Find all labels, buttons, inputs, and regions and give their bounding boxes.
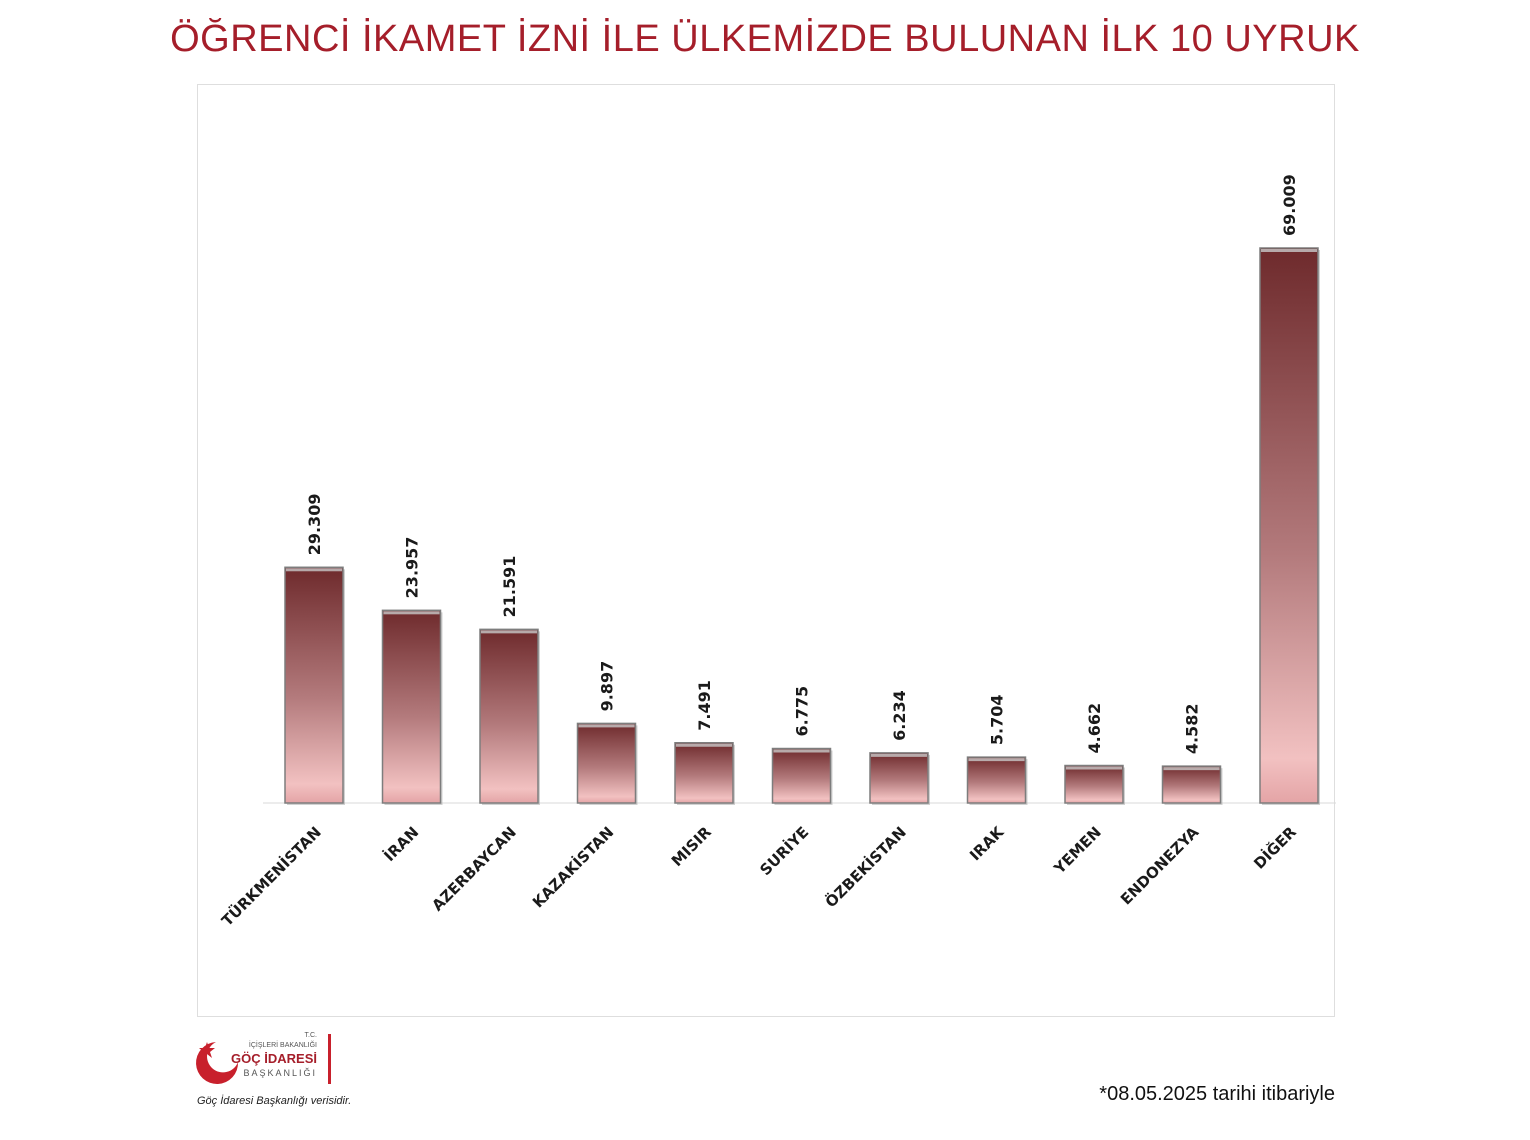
- value-label: 23.957: [403, 537, 422, 599]
- bar-bevel: [1163, 767, 1220, 771]
- source-note: Göç İdaresi Başkanlığı verisidir.: [197, 1095, 352, 1107]
- bar-bevel: [968, 758, 1025, 762]
- category-label: AZERBAYCAN: [428, 823, 519, 914]
- value-label: 4.662: [1085, 703, 1104, 754]
- bar-bevel: [481, 630, 537, 634]
- category-label: ÖZBEKİSTAN: [821, 822, 910, 911]
- bar-bevel: [383, 611, 440, 615]
- bar-bevel: [1066, 766, 1122, 770]
- goc-idaresi-logo: T.C. İÇİŞLERİ BAKANLIĞI GÖÇ İDARESİ BAŞK…: [194, 1030, 339, 1090]
- crescent-star-icon: [196, 1042, 239, 1084]
- category-label: YEMEN: [1050, 823, 1105, 878]
- category-label: İRAN: [380, 822, 423, 865]
- category-label: IRAK: [966, 822, 1008, 864]
- value-label: 29.309: [305, 494, 324, 556]
- bar-bevel: [871, 753, 927, 757]
- bar-bevel: [1261, 249, 1317, 252]
- value-label: 6.234: [890, 690, 909, 741]
- bar: [771, 747, 832, 804]
- logo-org-line1: GÖÇ İDARESİ: [231, 1051, 317, 1066]
- value-label: 21.591: [500, 556, 519, 618]
- logo-tc-text: T.C.: [304, 1032, 317, 1039]
- bar: [284, 566, 344, 804]
- chart-title: ÖĞRENCİ İKAMET İZNİ İLE ÜLKEMİZDE BULUNA…: [170, 18, 1360, 60]
- date-note: *08.05.2025 tarihi itibariyle: [1099, 1083, 1335, 1105]
- value-label: 5.704: [988, 695, 1007, 746]
- logo-ministry-text: İÇİŞLERİ BAKANLIĞI: [248, 1042, 317, 1049]
- bar-chart: 29.309 TÜRKMENİSTAN 23.957 İRAN 21.591 AZERBA…: [217, 174, 1336, 930]
- bar-bevel: [676, 743, 732, 747]
- bar-bevel: [286, 568, 342, 572]
- bar-bevel: [578, 724, 635, 728]
- chart-area: 29.309 TÜRKMENİSTAN 23.957 İRAN 21.591 AZERBA…: [197, 84, 1336, 1017]
- bar: [479, 628, 539, 804]
- bar: [1259, 247, 1319, 804]
- value-label: 6.775: [793, 686, 812, 737]
- value-label: 9.897: [598, 661, 617, 712]
- bar: [674, 742, 734, 804]
- logo-org-line2: BAŞKANLIĞI: [243, 1068, 317, 1078]
- bar: [381, 609, 442, 804]
- bar-bevel: [773, 749, 830, 753]
- bar: [869, 752, 929, 804]
- category-label: SURİYE: [756, 822, 813, 879]
- value-label: 4.582: [1183, 704, 1202, 755]
- category-label: KAZAKİSTAN: [528, 822, 617, 911]
- value-label: 69.009: [1280, 174, 1299, 236]
- bar: [966, 756, 1027, 804]
- category-label: MISIR: [668, 823, 715, 870]
- category-label: TÜRKMENİSTAN: [217, 822, 324, 929]
- category-label: DİĞER: [1250, 822, 1301, 873]
- bar: [576, 722, 637, 804]
- value-label: 7.491: [695, 680, 714, 731]
- category-label: ENDONEZYA: [1117, 823, 1203, 909]
- logo-divider: [328, 1034, 331, 1084]
- bar: [1064, 764, 1124, 804]
- bar: [1161, 765, 1222, 804]
